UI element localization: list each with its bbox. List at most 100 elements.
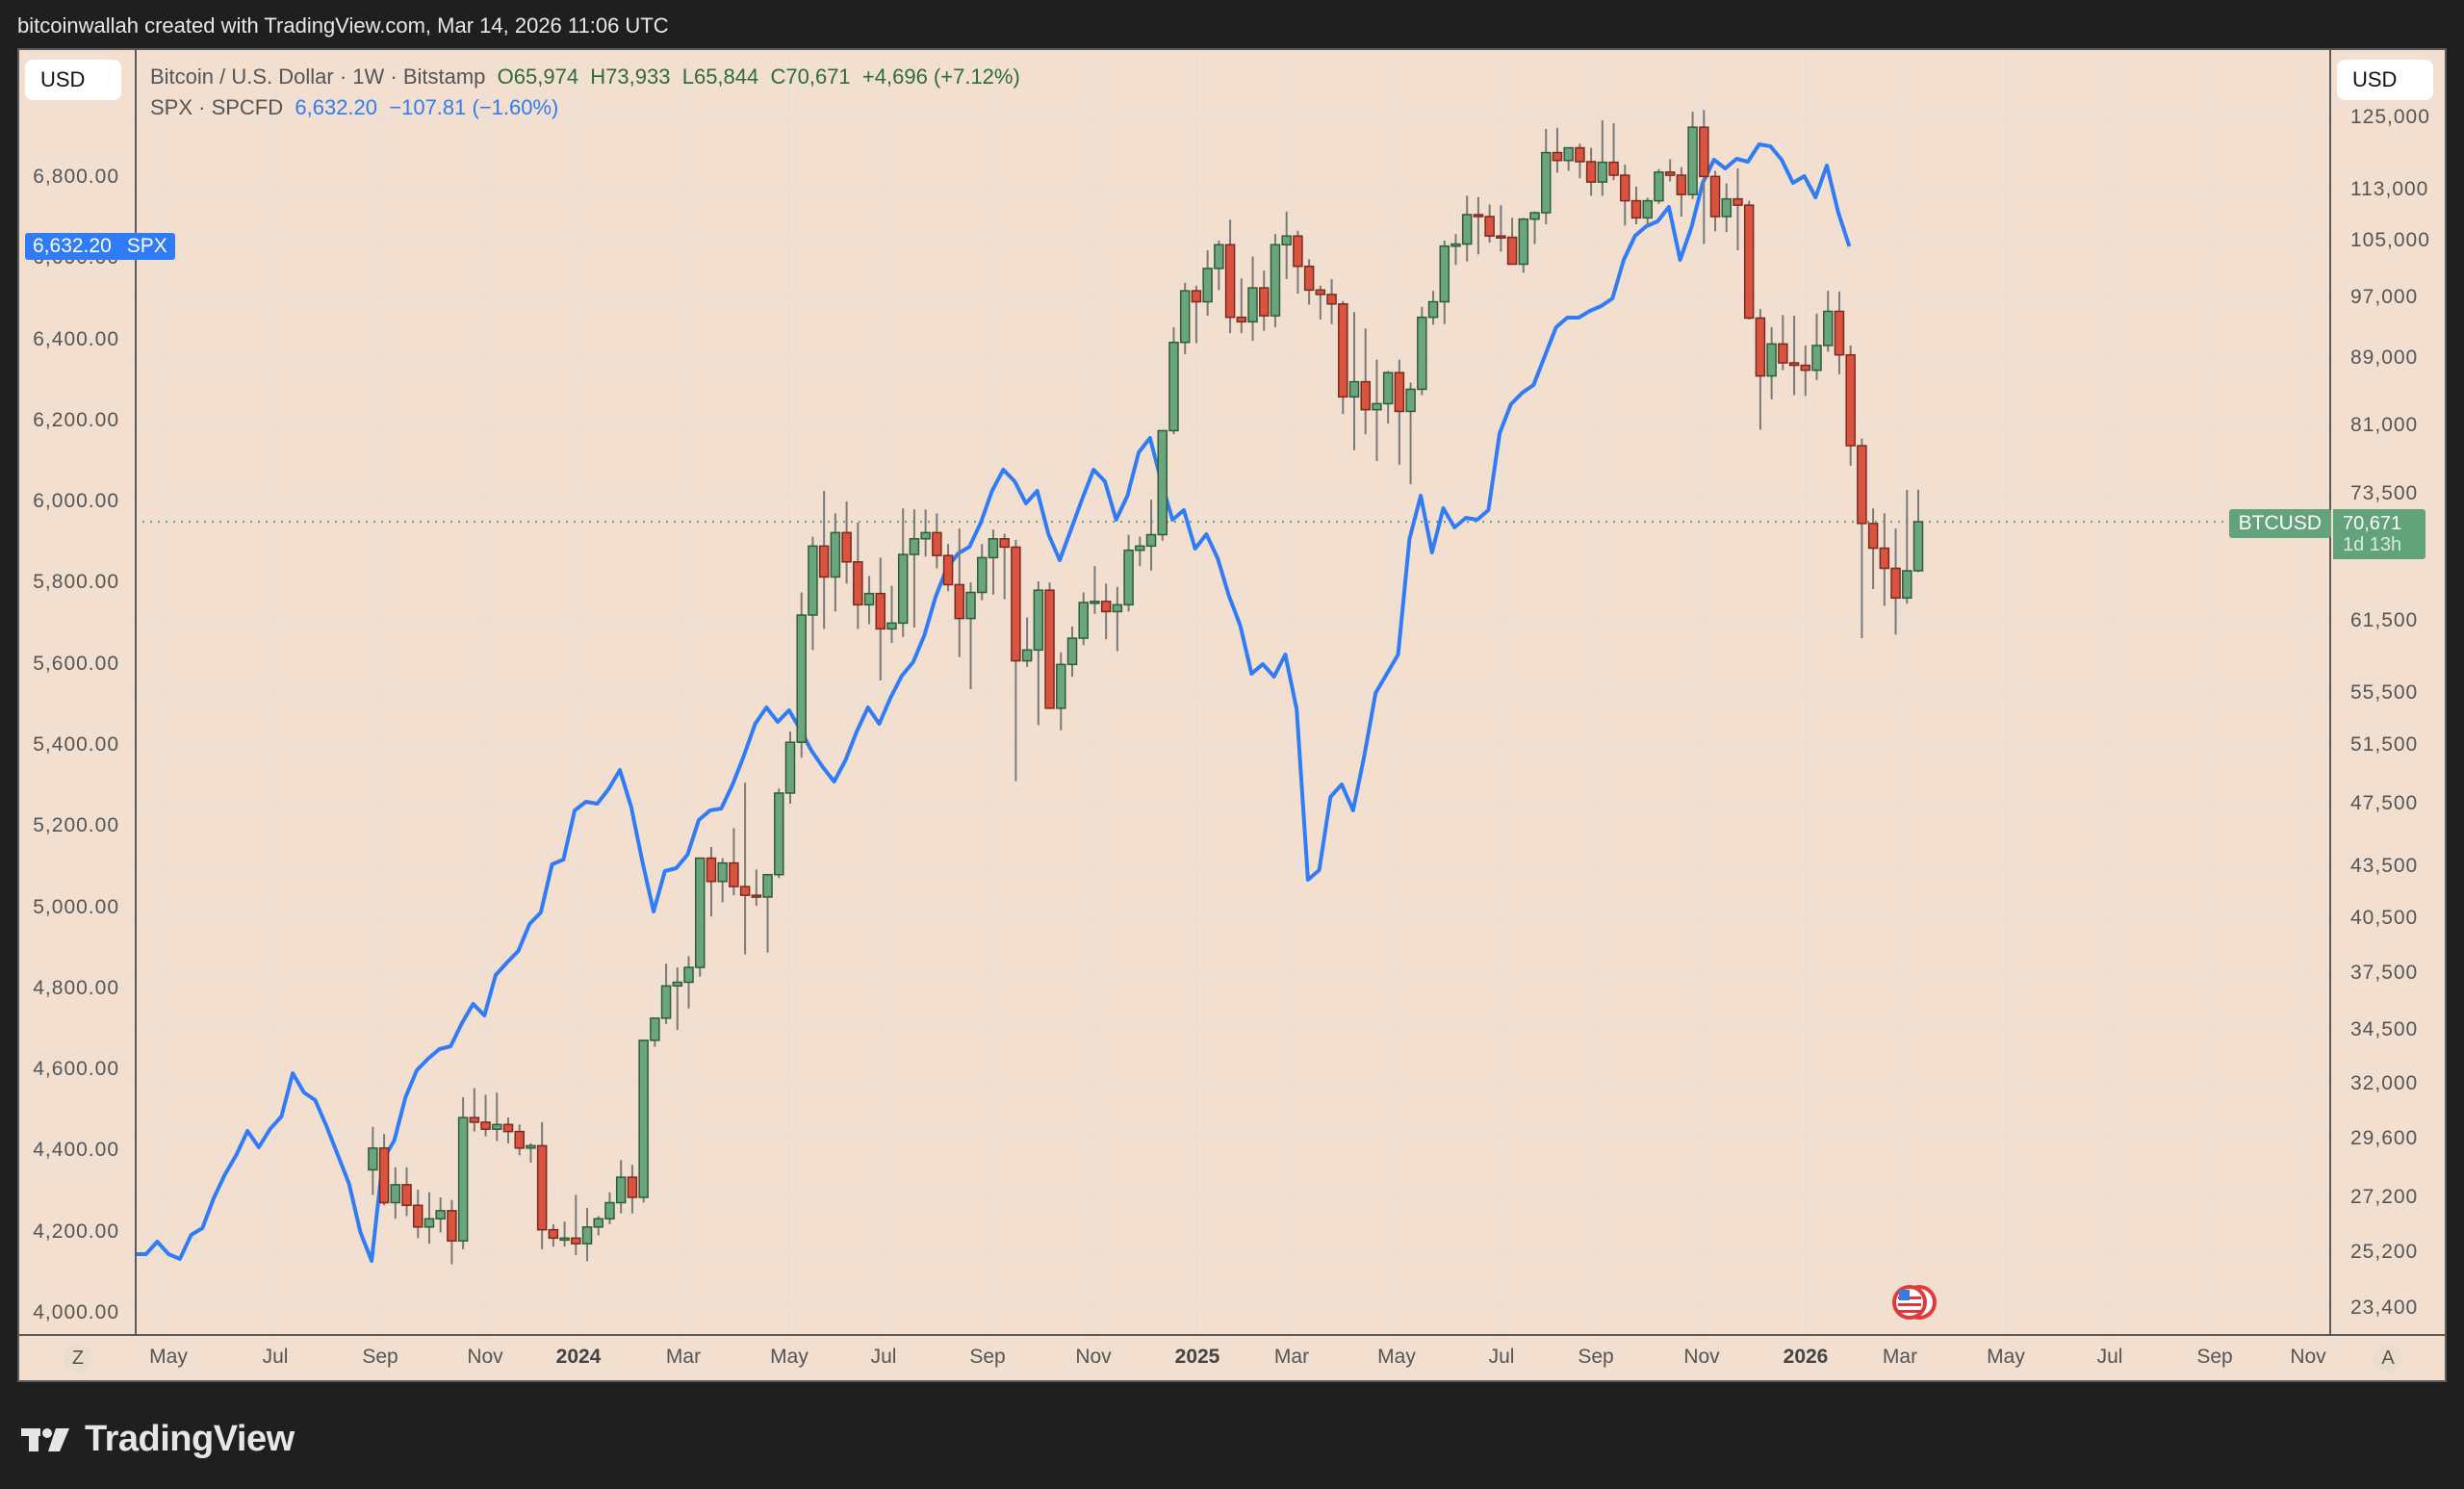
candle[interactable] [762,873,773,953]
time-axis[interactable] [19,1334,2445,1382]
candle[interactable] [1620,165,1630,226]
candle[interactable] [1033,581,1044,726]
candle[interactable] [1608,122,1619,181]
candle[interactable] [457,1096,469,1250]
candle[interactable] [1056,652,1066,731]
price-chart-plot[interactable] [19,50,2445,1334]
candle[interactable] [672,967,683,1030]
candle[interactable] [1405,382,1416,485]
candle[interactable] [1788,316,1800,396]
candle[interactable] [1867,508,1879,590]
btc-price-axis[interactable]: USD 125,000 113,000 105,000 97,000 89,000 81,… [2329,50,2445,1334]
us-flag-event-icon[interactable] [1890,1284,1948,1322]
candle[interactable] [604,1192,615,1224]
candle[interactable] [1575,143,1585,179]
candle[interactable] [571,1194,581,1256]
candle[interactable] [1664,159,1676,182]
candle[interactable] [942,544,954,592]
candle[interactable] [897,508,909,637]
candle[interactable] [1778,315,1788,371]
candle[interactable] [751,869,762,907]
candle[interactable] [1338,300,1348,415]
candle[interactable] [378,1134,390,1206]
candle[interactable] [1202,249,1213,317]
candle[interactable] [1496,205,1506,252]
candle[interactable] [932,513,942,569]
candle[interactable] [1743,200,1755,320]
candle[interactable] [1585,147,1597,196]
candle[interactable] [1123,534,1134,612]
candle[interactable] [502,1117,514,1143]
candle[interactable] [683,956,694,1009]
candle[interactable] [739,783,751,955]
candle[interactable] [920,509,931,557]
candle[interactable] [1145,500,1157,571]
candle[interactable] [1417,306,1427,396]
candle[interactable] [1450,234,1461,266]
candle[interactable] [469,1088,480,1132]
candle[interactable] [988,529,999,595]
candle[interactable] [1011,539,1021,782]
candle[interactable] [1912,489,1924,573]
candle[interactable] [1822,291,1834,352]
candle[interactable] [1157,429,1168,541]
candle[interactable] [1552,127,1563,173]
candle[interactable] [581,1208,593,1262]
candle[interactable] [830,513,841,612]
candle[interactable] [514,1124,525,1156]
candle[interactable] [999,533,1010,600]
candle[interactable] [492,1092,502,1142]
candle[interactable] [1506,218,1518,266]
candle[interactable] [976,544,988,601]
candle[interactable] [774,788,784,879]
candle[interactable] [1890,528,1901,635]
candle[interactable] [909,509,920,629]
candle[interactable] [853,522,863,629]
candle[interactable] [694,857,706,977]
candle[interactable] [390,1167,401,1219]
candle[interactable] [424,1192,435,1245]
candle[interactable] [1372,359,1382,462]
candle[interactable] [1135,536,1145,567]
candle[interactable] [447,1199,457,1265]
candle[interactable] [526,1142,536,1163]
candle[interactable] [1021,617,1033,667]
zoom-reset-button[interactable]: Z [64,1344,92,1373]
candle[interactable] [368,1126,378,1195]
candle[interactable] [660,963,672,1024]
candle[interactable] [1879,513,1890,606]
candle[interactable] [1518,218,1529,273]
candle[interactable] [1270,234,1281,327]
auto-scale-button[interactable]: A [2374,1344,2402,1373]
candle[interactable] [1811,313,1822,380]
candle[interactable] [1687,112,1698,199]
candle[interactable] [1100,583,1112,640]
candle[interactable] [1191,285,1202,344]
candle[interactable] [615,1160,627,1214]
candle[interactable] [1732,167,1743,250]
candle[interactable] [841,501,852,584]
tradingview-logo[interactable]: TradingView [21,1419,295,1460]
candle[interactable] [1800,345,1811,397]
main-series-legend[interactable]: Bitcoin / U.S. Dollar · 1W · Bitstamp O6… [150,62,1020,92]
candle[interactable] [1315,285,1326,320]
candle[interactable] [1766,326,1777,399]
candle[interactable] [1293,230,1303,295]
candle[interactable] [1630,186,1642,225]
candle[interactable] [1360,328,1371,435]
candle[interactable] [818,491,830,629]
candle[interactable] [1090,566,1100,614]
currency-button-right[interactable]: USD [2337,60,2433,100]
candle[interactable] [875,557,886,680]
candle[interactable] [1845,345,1856,466]
candle[interactable] [435,1197,446,1233]
candle[interactable] [863,576,875,625]
candle[interactable] [1168,326,1179,435]
candle[interactable] [1654,168,1664,204]
candle[interactable] [1439,241,1450,324]
candle[interactable] [559,1221,570,1247]
candle[interactable] [1236,278,1247,334]
candle[interactable] [1755,309,1766,430]
candle[interactable] [1540,128,1552,225]
candle[interactable] [1179,282,1191,354]
